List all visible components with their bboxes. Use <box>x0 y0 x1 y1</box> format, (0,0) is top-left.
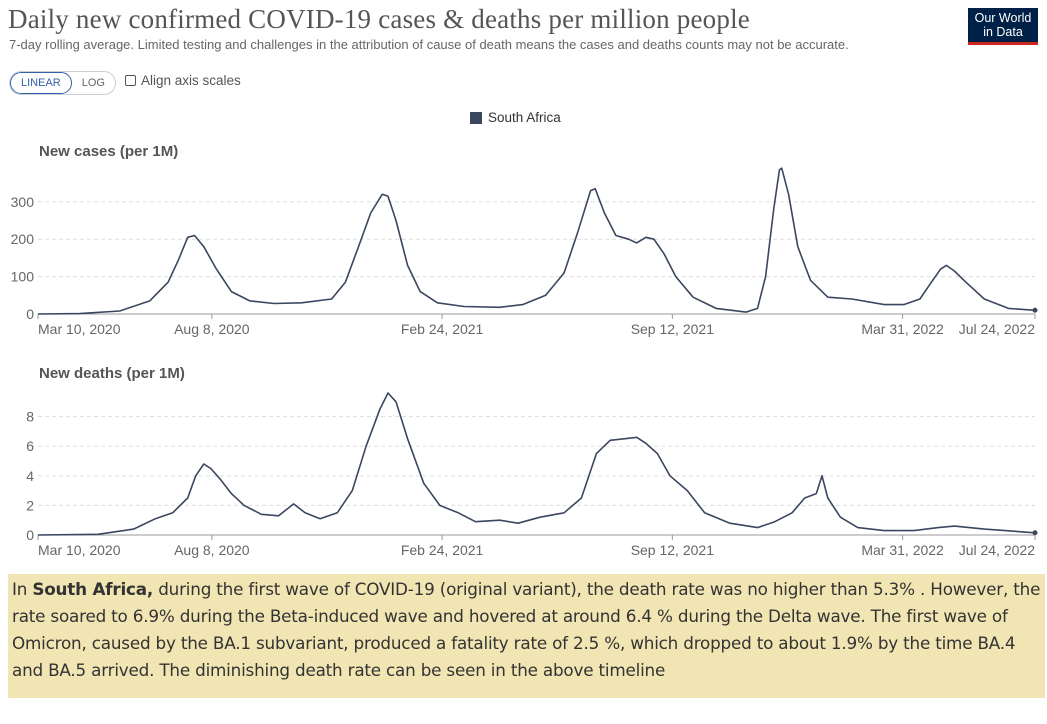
y-tick-label: 8 <box>26 409 34 425</box>
x-tick-label: Feb 24, 2021 <box>401 542 484 558</box>
legend-swatch <box>470 111 482 124</box>
y-tick-label: 0 <box>26 527 34 543</box>
owid-logo[interactable]: Our World in Data <box>968 8 1038 45</box>
series-line-south-africa <box>37 167 1036 315</box>
chart-subtitle: 7-day rolling average. Limited testing a… <box>9 37 849 52</box>
y-tick-label: 200 <box>11 231 35 247</box>
logo-line-1: Our World <box>974 11 1032 25</box>
series-line-south-africa <box>37 392 1036 536</box>
series-end-marker <box>1032 307 1038 313</box>
x-tick-label: Aug 8, 2020 <box>174 542 250 558</box>
annotation-country: South Africa, <box>32 579 154 599</box>
annotation-prefix: In <box>12 579 33 599</box>
series-end-marker <box>1032 530 1038 536</box>
legend[interactable]: South Africa <box>470 110 561 125</box>
log-scale-button[interactable]: LOG <box>81 77 105 89</box>
panel-title: New deaths (per 1M) <box>39 365 185 382</box>
x-tick-label: Jul 24, 2022 <box>959 542 1035 558</box>
logo-accent-bar <box>968 42 1038 45</box>
y-tick-label: 2 <box>26 497 34 513</box>
chart-title: Daily new confirmed COVID-19 cases & dea… <box>8 4 750 34</box>
charts-canvas: New cases (per 1M) 0 100 200 300 Mar 10, 2020… <box>11 143 1038 558</box>
x-tick-label: Mar 31, 2022 <box>861 321 944 337</box>
align-axis-label: Align axis scales <box>141 73 241 88</box>
x-tick-label: Feb 24, 2021 <box>401 321 484 337</box>
y-tick-label: 0 <box>26 306 34 322</box>
x-tick-label: Mar 10, 2020 <box>38 321 121 337</box>
annotation-text: during the first wave of COVID-19 (origi… <box>12 579 1041 680</box>
x-tick-label: Aug 8, 2020 <box>174 321 250 337</box>
annotation-note: In South Africa, during the first wave o… <box>8 574 1045 698</box>
logo-line-2: in Data <box>983 25 1023 39</box>
y-tick-label: 300 <box>11 194 35 210</box>
y-tick-label: 4 <box>26 468 34 484</box>
linear-scale-button[interactable]: LINEAR <box>10 72 72 94</box>
y-tick-label: 6 <box>26 438 34 454</box>
x-tick-label: Sep 12, 2021 <box>631 321 715 337</box>
panel-title: New cases (per 1M) <box>39 143 178 160</box>
x-tick-label: Sep 12, 2021 <box>631 542 715 558</box>
y-tick-label: 100 <box>11 269 35 285</box>
align-axis-toggle[interactable]: Align axis scales <box>125 73 241 88</box>
legend-label: South Africa <box>488 110 561 125</box>
align-axis-checkbox[interactable] <box>125 75 136 86</box>
x-tick-label: Mar 31, 2022 <box>861 542 944 558</box>
x-tick-label: Jul 24, 2022 <box>959 321 1035 337</box>
scale-toggle: LINEAR LOG <box>9 71 116 95</box>
x-tick-label: Mar 10, 2020 <box>38 542 121 558</box>
